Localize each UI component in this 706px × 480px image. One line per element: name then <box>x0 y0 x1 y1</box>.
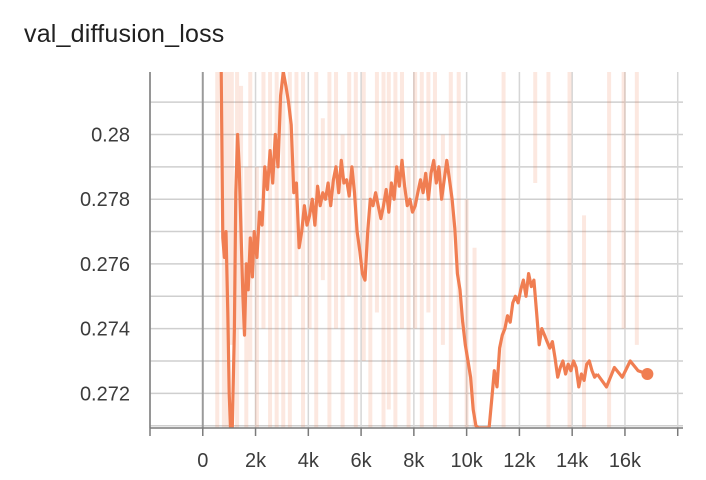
series-line <box>219 72 599 428</box>
x-tick-label: 4k <box>298 450 320 472</box>
x-tick-label: 6k <box>351 450 373 472</box>
y-tick-label: 0.276 <box>80 254 130 276</box>
x-tick-label: 0 <box>197 450 208 472</box>
y-tick-label: 0.278 <box>80 189 130 211</box>
x-tick-label: 2k <box>245 450 267 472</box>
x-tick-label: 8k <box>403 450 425 472</box>
x-tick-label: 10k <box>451 450 484 472</box>
smoothed-series <box>219 72 654 428</box>
axes: 0.272 0.274 0.276 0.278 0.28 0 2k 4k 6k 8k 10k 12k 1… <box>80 72 683 472</box>
x-tick-label: 14k <box>556 450 589 472</box>
y-tick-label: 0.272 <box>80 383 130 405</box>
x-tick-label: 12k <box>503 450 536 472</box>
y-tick-label: 0.274 <box>80 319 130 341</box>
series-line-tail <box>595 359 648 389</box>
chart-title: val_diffusion_loss <box>24 20 225 48</box>
last-point-marker <box>641 367 654 380</box>
y-tick-label: 0.28 <box>91 124 130 146</box>
x-tick-label: 16k <box>609 450 642 472</box>
